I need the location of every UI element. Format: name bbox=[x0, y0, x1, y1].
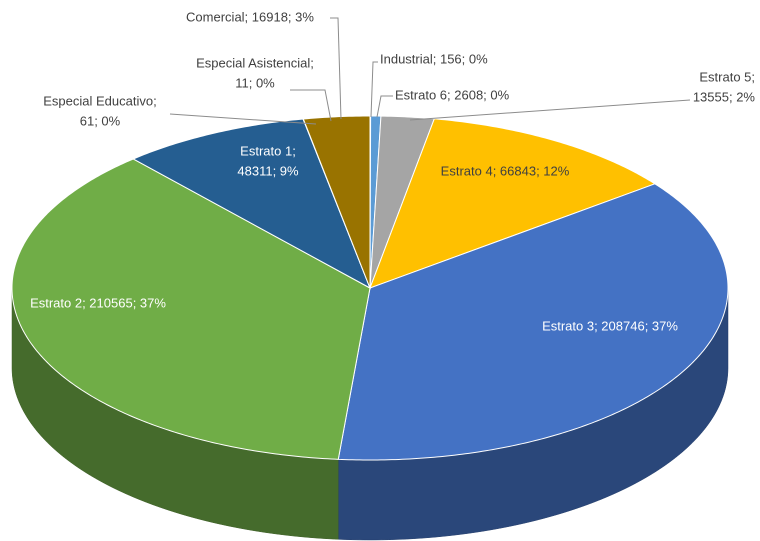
data-label: Estrato 1; bbox=[240, 143, 296, 158]
data-label: Estrato 6; 2608; 0% bbox=[395, 87, 510, 102]
data-label: Comercial; 16918; 3% bbox=[186, 9, 314, 24]
data-label: 48311; 9% bbox=[237, 163, 299, 178]
leader-line bbox=[409, 99, 691, 121]
data-label: Especial Educativo; bbox=[43, 93, 156, 108]
slice bbox=[337, 183, 729, 461]
data-label: 11; 0% bbox=[235, 75, 275, 90]
data-label: Especial Asistencial; bbox=[196, 55, 314, 70]
leader-line bbox=[376, 95, 393, 118]
slice bbox=[369, 118, 657, 289]
slice bbox=[11, 158, 371, 460]
data-label: Industrial; 156; 0% bbox=[380, 51, 488, 66]
leader-line bbox=[169, 113, 317, 125]
leader-line bbox=[370, 61, 378, 118]
data-label: Estrato 4; 66843; 12% bbox=[441, 163, 570, 178]
slice bbox=[132, 118, 371, 290]
data-label: Estrato 5; bbox=[699, 69, 755, 84]
slice bbox=[302, 115, 371, 289]
leader-line bbox=[290, 89, 332, 122]
data-label: 61; 0% bbox=[80, 113, 121, 128]
data-label: Estrato 2; 210565; 37% bbox=[30, 295, 166, 310]
data-label: Estrato 3; 208746; 37% bbox=[542, 318, 678, 333]
data-label: 13555; 2% bbox=[693, 89, 756, 104]
leader-line bbox=[330, 17, 342, 120]
